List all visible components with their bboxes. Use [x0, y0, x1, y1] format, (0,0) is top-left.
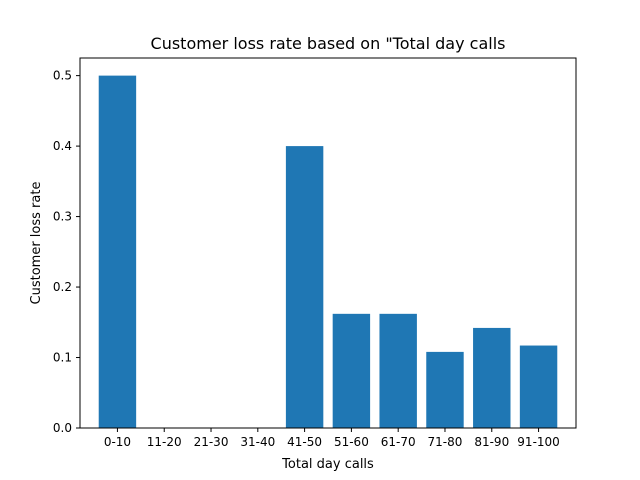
x-tick-label: 81-90: [474, 435, 509, 449]
y-tick-label: 0.3: [53, 210, 72, 224]
x-tick-label: 41-50: [287, 435, 322, 449]
bar-0-10: [98, 75, 137, 429]
x-tick-label: 11-20: [147, 435, 182, 449]
bar-51-60: [332, 313, 371, 428]
chart-title: Customer loss rate based on "Total day c…: [151, 34, 506, 53]
y-tick-label: 0.4: [53, 139, 72, 153]
bar-81-90: [473, 327, 511, 428]
x-tick-label: 31-40: [240, 435, 275, 449]
y-tick-label: 0.2: [53, 280, 72, 294]
x-tick-label: 71-80: [428, 435, 463, 449]
x-tick-label: 61-70: [381, 435, 416, 449]
y-tick-label: 0.1: [53, 351, 72, 365]
bar-71-80: [426, 351, 464, 428]
x-axis: 0-10 11-20 21-30 31-40 41-50 51-60 61-70 71-80 8…: [104, 428, 560, 449]
bar-41-50: [285, 146, 324, 428]
bars-layer: [98, 75, 558, 429]
y-axis: 0.0 0.1 0.2 0.3 0.4 0.5: [53, 69, 80, 435]
plot-frame: [79, 57, 577, 429]
bar-91-100: [519, 345, 558, 428]
bar-61-70: [379, 313, 417, 428]
y-axis-label: Customer loss rate: [29, 182, 44, 305]
x-tick-label: 91-100: [517, 435, 560, 449]
x-tick-label: 51-60: [334, 435, 369, 449]
x-tick-label: 0-10: [104, 435, 131, 449]
x-tick-label: 21-30: [194, 435, 229, 449]
y-tick-label: 0.5: [53, 69, 72, 83]
y-tick-label: 0.0: [53, 421, 72, 435]
x-axis-label: Total day calls: [281, 457, 374, 472]
